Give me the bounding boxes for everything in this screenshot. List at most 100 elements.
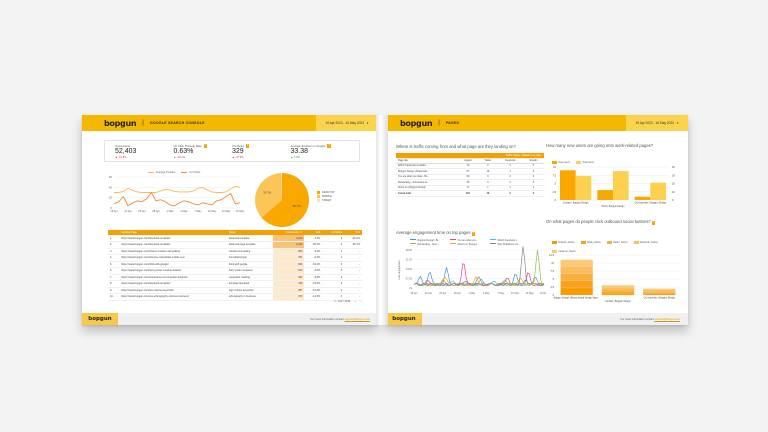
table-cell: -50.5%: [304, 241, 323, 249]
table-row[interactable]: About us | Bopgun Design 17 1 1 1: [396, 185, 544, 191]
column-header[interactable]: [108, 230, 120, 235]
scorecard-delta: ▲ -19.1%: [173, 156, 186, 159]
table-row[interactable]: 3. https://www.bopgun.com/what-is-creativ…: [108, 248, 362, 255]
table-cell: You are what you draw - Bo...: [396, 174, 458, 180]
table-cell: 610: [273, 267, 305, 275]
column-header[interactable]: Twitter: [478, 158, 498, 164]
chart-legend: New users Total users: [546, 161, 684, 164]
table-cell: 492: [273, 274, 305, 281]
line-chart-plot: 0 20 40 60 19 Apr 22 Apr 25 Apr 28 Apr 1 May 4 Ma…: [109, 175, 245, 213]
svg-text:20: 20: [672, 183, 675, 186]
table-row[interactable]: 9. https://www.bopgun.com/low-volume-keyw…: [108, 287, 362, 294]
svg-text:Contact | Bopgun Design: Contact | Bopgun Design: [605, 300, 631, 303]
column-header[interactable]: Facebook: [497, 158, 523, 164]
date-range-picker[interactable]: 19 Apr 2023 - 16 May 2023 ▾: [316, 115, 378, 131]
table-cell: 0: [322, 274, 345, 281]
table-row[interactable]: 5. https://www.bopgun.com/think-with-goog…: [108, 261, 362, 268]
help-icon[interactable]: ?: [245, 144, 250, 148]
footer-logo: bopgun: [386, 313, 422, 325]
pie-slice: [255, 173, 282, 218]
legend-item: Which Facebook t...: [490, 239, 526, 242]
chevron-down-icon: ▾: [366, 121, 369, 125]
table-cell: 6.: [108, 267, 120, 275]
column-header[interactable]: % Δ: [344, 230, 362, 235]
header-separator: |: [438, 120, 440, 126]
table-row[interactable]: Rebranding - Successes an... 38 0 0 0: [396, 179, 544, 186]
table-row[interactable]: You are what you draw - Bo... 60 0 0 0: [396, 174, 544, 180]
table-row[interactable]: 1. https://www.bopgun.com/facebook-templa…: [108, 235, 362, 242]
scorecard-label: Url Click Through Rate: [173, 144, 202, 148]
bar-segment: [560, 287, 593, 296]
table-row[interactable]: 8. https://www.bopgun.com/facebook-templa…: [108, 280, 362, 288]
table-cell: ethnography in business: [226, 293, 274, 301]
footer-text: For more information contact: [310, 317, 344, 321]
engagement-legend: Bopgun Design | Br... You are what you...…: [396, 239, 526, 246]
svg-text:7.5: 7.5: [551, 270, 555, 273]
bar-segment: [643, 292, 676, 294]
table-row[interactable]: 4. https://www.bopgun.com/intrusive-inter…: [108, 254, 362, 262]
next-page-button[interactable]: ›: [361, 300, 362, 303]
table-cell: -: [344, 248, 362, 255]
bopgun-logo: bopgun: [400, 118, 433, 128]
date-range-picker[interactable]: 19 Apr 2023 - 16 May 2023 ▾: [626, 115, 688, 131]
table-cell: -: [344, 287, 362, 294]
table-cell: https://www.bopgun.com/intrusive-interst…: [119, 254, 227, 262]
table-cell: 1: [497, 185, 523, 191]
table-cell: https://www.bopgun.com/low-volume-keywor…: [119, 287, 227, 294]
help-icon[interactable]: ?: [471, 232, 476, 236]
table-cell: https://www.bopgun.com/harry-potter-crea…: [119, 267, 227, 275]
table-cell: https://www.bopgun.com/think-with-google…: [119, 261, 227, 268]
table-row[interactable]: Bopgun Design | Brand bas... 57 16 1 0: [396, 168, 544, 175]
bar: [650, 182, 666, 200]
column-header[interactable]: Impressions ▼: [273, 230, 305, 235]
table-cell: facebook page template: [226, 241, 274, 249]
svg-text:1 May: 1 May: [166, 209, 174, 213]
scorecards: Impressions 52,403 ▲ -10.8% Url Click Th…: [104, 140, 360, 162]
scorecard-value: 329: [232, 148, 244, 155]
band-label: Traffic source / Sessions on page: [396, 153, 544, 159]
bar: [597, 190, 613, 200]
table-row[interactable]: 6. https://www.bopgun.com/harry-potter-cr…: [108, 267, 362, 275]
svg-text:16 May: 16 May: [540, 292, 546, 295]
new-users-bar-chart: New users Total users 0 0 2.5 10 5 20 7.5 30 10 4…: [546, 161, 684, 211]
legend-item: pinterest_button: [552, 250, 576, 253]
scorecard-ctr: Url Click Through Rate? 0.63% ▲ -19.1%: [173, 144, 233, 159]
table-cell: interstitial popup: [226, 254, 274, 262]
footer-email-link[interactable]: support@bopgun.com: [344, 317, 370, 321]
table-cell: -: [344, 254, 362, 262]
column-header[interactable]: Query: [226, 230, 274, 235]
help-icon[interactable]: ?: [651, 221, 656, 225]
scorecard-avg-position: Average Position on Google? 33.38 ▲ 1.0%: [291, 144, 350, 159]
column-header[interactable]: Page title: [396, 158, 458, 164]
svg-text:21:00: 21:00: [406, 258, 413, 261]
footer-email-link[interactable]: support@bopgun.com: [654, 317, 680, 321]
column-header[interactable]: Url Clicks: [322, 230, 345, 235]
table-cell: 5.: [108, 261, 120, 268]
help-icon[interactable]: ?: [203, 144, 208, 148]
bar: [613, 171, 629, 200]
table-cell: competitor tracking: [226, 274, 274, 281]
table-cell: 0: [478, 179, 498, 186]
table-row[interactable]: 2. https://www.bopgun.com/facebook-templa…: [108, 241, 362, 249]
column-header[interactable]: linkedin: [522, 158, 544, 164]
scorecard-label: Impressions: [115, 144, 131, 148]
column-header[interactable]: organic: [457, 158, 479, 164]
table-cell: harry potter creatures: [226, 267, 274, 275]
svg-text:14:00: 14:00: [406, 268, 413, 271]
table-cell: 0: [497, 179, 523, 186]
help-icon[interactable]: ?: [327, 144, 331, 148]
table-cell: 3,019: [273, 235, 305, 242]
svg-text:0: 0: [555, 199, 557, 202]
prev-page-button[interactable]: ‹: [355, 300, 357, 303]
table-cell: -9.4%: [304, 248, 323, 255]
table-cell: 0: [322, 267, 345, 275]
table-row[interactable]: 7. https://www.bopgun.com/importance-of-c…: [108, 274, 362, 281]
svg-text:10: 10: [551, 262, 554, 265]
column-header[interactable]: Landing Page: [119, 230, 227, 235]
svg-text:7.5: 7.5: [553, 174, 557, 177]
table-cell: 1: [322, 254, 345, 262]
column-header[interactable]: % Δ: [304, 230, 323, 235]
table-cell: 10.: [108, 293, 120, 301]
table-row[interactable]: 10. https://www.bopgun.com/use-ethnograph…: [108, 293, 362, 301]
table-row[interactable]: Which Facebook template... 79 0 0 0: [396, 163, 544, 169]
